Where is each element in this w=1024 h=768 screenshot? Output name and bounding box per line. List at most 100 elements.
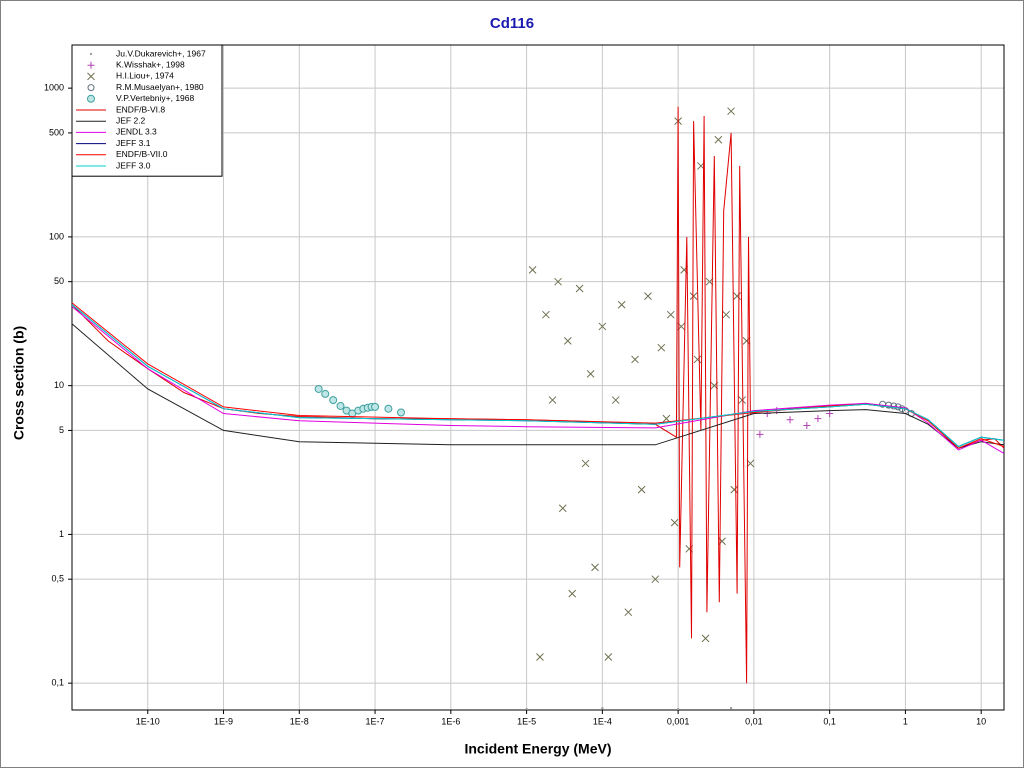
point xyxy=(631,355,639,364)
point xyxy=(786,416,794,424)
x-tick-label: 1E-7 xyxy=(366,716,385,726)
series-line xyxy=(72,323,1004,449)
y-tick-label: 1000 xyxy=(44,83,64,93)
point xyxy=(591,563,599,572)
x-tick-label: 1E-6 xyxy=(441,716,460,726)
point xyxy=(314,384,323,393)
y-tick-label: 100 xyxy=(49,231,64,241)
point xyxy=(814,415,822,423)
point xyxy=(548,396,557,404)
x-tick-label: 1E-8 xyxy=(290,716,309,726)
legend-label: JENDL 3.3 xyxy=(116,127,157,137)
point xyxy=(601,706,604,710)
x-tick-label: 0,01 xyxy=(745,716,763,726)
point xyxy=(624,608,633,617)
point xyxy=(575,284,584,293)
point xyxy=(89,52,93,56)
point xyxy=(604,653,613,661)
point xyxy=(756,430,764,438)
x-tick-label: 1E-5 xyxy=(517,716,536,726)
y-tick-label: 0,1 xyxy=(51,678,64,688)
point xyxy=(611,396,620,404)
point xyxy=(803,421,811,429)
x-tick-label: 0,001 xyxy=(667,716,690,726)
y-axis-label: Cross section (b) xyxy=(11,326,27,440)
point xyxy=(738,396,747,404)
y-tick-label: 0,5 xyxy=(51,574,64,584)
x-tick-label: 1 xyxy=(903,716,908,726)
point xyxy=(371,402,380,411)
point xyxy=(525,707,528,710)
point xyxy=(568,589,577,598)
legend-label: H.I.Liou+, 1974 xyxy=(116,71,174,81)
plot-background xyxy=(72,45,1004,710)
point xyxy=(87,61,95,69)
point xyxy=(536,653,544,661)
point xyxy=(329,396,338,405)
point xyxy=(689,292,698,300)
legend-label: JEF 2.2 xyxy=(116,115,146,125)
point xyxy=(336,401,345,410)
point xyxy=(727,107,735,116)
point xyxy=(730,485,739,494)
point xyxy=(617,300,626,309)
plot-area xyxy=(72,106,1004,710)
point xyxy=(722,310,730,319)
point xyxy=(666,310,675,319)
point xyxy=(701,634,710,643)
point xyxy=(87,72,95,81)
y-tick-label: 10 xyxy=(54,380,64,390)
legend-label: V.P.Vertebniy+, 1968 xyxy=(116,93,194,103)
point xyxy=(662,414,671,423)
legend-label: R.M.Musaelyan+, 1980 xyxy=(116,82,204,92)
point xyxy=(558,504,567,513)
x-axis-label: Incident Energy (MeV) xyxy=(464,741,611,757)
x-tick-label: 10 xyxy=(976,716,986,726)
point xyxy=(321,389,330,398)
series-line xyxy=(72,306,1004,454)
point xyxy=(651,575,660,584)
chart-title: Cd116 xyxy=(490,15,534,32)
legend-label: K.Wisshak+, 1998 xyxy=(116,59,185,69)
point xyxy=(87,94,95,103)
point xyxy=(693,355,702,364)
point xyxy=(676,707,680,710)
x-tick-label: 1E-10 xyxy=(136,716,160,726)
point xyxy=(581,459,590,468)
legend-label: ENDF/B-VI.8 xyxy=(116,104,165,114)
y-tick-label: 5 xyxy=(59,425,64,435)
grid: 1E-10 1E-9 1E-8 1E-7 1E-6 1E-5 1E-4 0,001 0,01 0,… xyxy=(44,44,1005,726)
point xyxy=(598,322,607,331)
y-tick-label: 50 xyxy=(54,276,64,286)
series-line xyxy=(72,302,1004,449)
point xyxy=(554,277,562,286)
x-tick-label: 1E-9 xyxy=(214,716,233,726)
y-tick-label: 500 xyxy=(49,127,64,137)
x-tick-label: 1E-4 xyxy=(593,716,612,726)
series-line xyxy=(72,304,1004,448)
point xyxy=(729,706,733,710)
legend-label: JEFF 3.0 xyxy=(116,160,151,170)
point xyxy=(644,292,652,300)
x-tick-label: 0,1 xyxy=(823,716,836,726)
point xyxy=(746,459,755,468)
point xyxy=(528,266,537,274)
point xyxy=(714,135,723,144)
y-tick-label: 1 xyxy=(59,529,64,539)
legend-label: ENDF/B-VII.0 xyxy=(116,149,168,159)
point xyxy=(670,518,679,527)
point xyxy=(87,84,95,92)
point xyxy=(542,310,550,319)
point xyxy=(826,409,834,417)
legend-label: Ju.V.Dukarevich+, 1967 xyxy=(116,48,206,58)
point xyxy=(563,337,572,345)
point xyxy=(397,408,406,417)
point xyxy=(657,343,666,352)
point xyxy=(742,337,751,345)
point xyxy=(586,370,595,378)
legend-label: JEFF 3.1 xyxy=(116,138,151,148)
point xyxy=(637,485,646,494)
point xyxy=(384,404,393,413)
